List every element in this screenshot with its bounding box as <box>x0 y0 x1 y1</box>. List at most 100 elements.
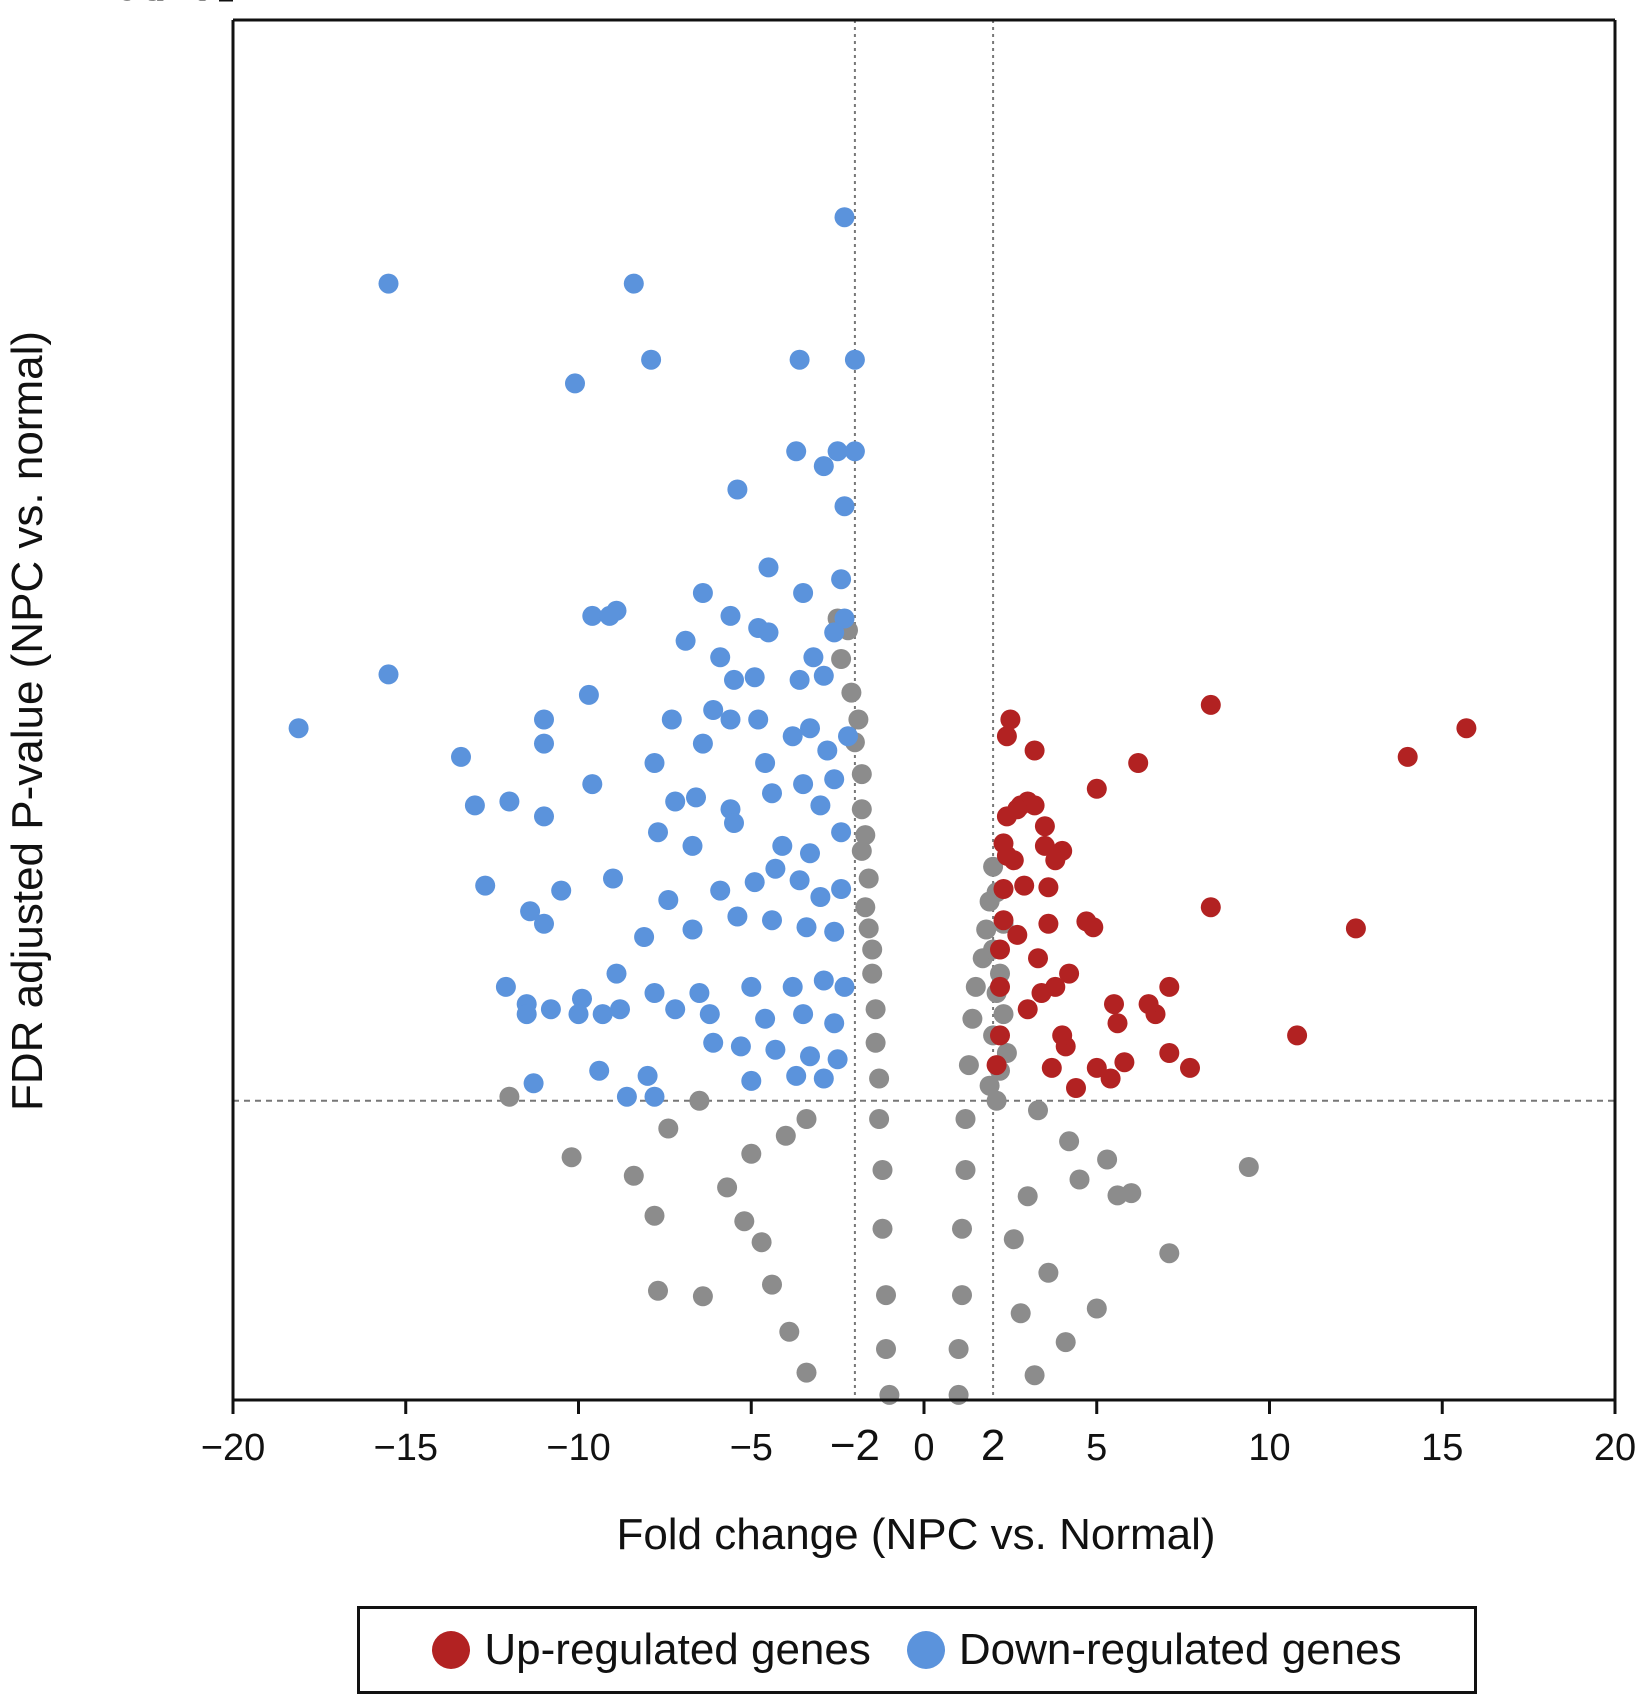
data-point <box>1028 948 1048 969</box>
series-ns <box>499 608 1259 1405</box>
data-point <box>616 1086 637 1107</box>
data-point <box>834 207 855 228</box>
data-point <box>475 875 496 896</box>
data-point <box>534 913 554 934</box>
data-point <box>793 583 814 603</box>
data-point <box>983 856 1004 877</box>
data-point <box>813 456 834 477</box>
data-point <box>1114 1052 1135 1073</box>
x-axis-title: Fold change (NPC vs. Normal) <box>616 1510 1215 1559</box>
data-point <box>1059 963 1080 984</box>
data-point <box>1456 718 1477 739</box>
data-point <box>831 649 852 669</box>
data-point <box>800 1046 820 1067</box>
data-point <box>1066 1078 1086 1098</box>
data-point <box>378 273 399 294</box>
data-point <box>464 795 485 816</box>
data-point <box>540 999 561 1020</box>
data-point <box>1059 1131 1080 1152</box>
data-point <box>658 890 679 910</box>
data-point <box>817 740 838 761</box>
data-point <box>606 963 627 984</box>
data-point <box>551 880 572 901</box>
data-point <box>789 349 810 370</box>
data-point <box>1128 753 1149 773</box>
data-point <box>1287 1025 1308 1046</box>
data-point <box>1138 994 1159 1015</box>
data-point <box>1159 1043 1180 1063</box>
data-point <box>786 1065 807 1086</box>
data-point <box>876 1285 896 1306</box>
data-point <box>561 1147 582 1168</box>
data-point <box>623 273 644 294</box>
data-point <box>879 1384 900 1405</box>
data-point <box>841 682 862 703</box>
legend-swatch-down <box>906 1631 945 1669</box>
data-point <box>634 927 655 947</box>
data-point <box>955 1109 976 1129</box>
data-point <box>727 906 748 927</box>
data-point <box>855 897 876 918</box>
data-point <box>765 858 786 879</box>
data-point <box>990 1025 1010 1046</box>
data-point <box>1159 976 1180 997</box>
data-point <box>720 605 741 626</box>
data-point <box>658 1118 679 1139</box>
data-point <box>765 1039 786 1060</box>
data-point <box>1180 1057 1200 1078</box>
data-point <box>1024 740 1045 761</box>
series-up <box>986 694 1477 1098</box>
data-point <box>1007 924 1028 945</box>
data-point <box>834 496 855 517</box>
data-point <box>865 1032 886 1053</box>
legend-label-up: Up-regulated genes <box>484 1625 871 1674</box>
data-point <box>813 1068 834 1089</box>
data-point <box>1014 875 1035 896</box>
data-point <box>603 868 623 889</box>
data-point <box>782 976 803 997</box>
chart-legend: Up-regulated genes Down-regulated genes <box>357 1606 1477 1694</box>
data-point <box>872 1160 893 1180</box>
data-point <box>952 1218 972 1239</box>
data-point <box>623 1165 644 1186</box>
data-point <box>741 976 762 997</box>
data-point <box>720 709 741 730</box>
x-tick-label: 5 <box>1086 1427 1107 1469</box>
data-point <box>648 1280 668 1301</box>
data-point <box>1086 778 1107 799</box>
x-tick-label: −2 <box>830 1421 880 1470</box>
data-point <box>869 1068 890 1089</box>
data-point <box>793 774 814 795</box>
data-point <box>1024 1365 1045 1386</box>
data-point <box>862 939 883 960</box>
data-point <box>796 1362 817 1383</box>
data-point <box>1034 835 1055 856</box>
data-point <box>288 718 309 739</box>
data-point <box>851 764 872 785</box>
data-point <box>796 1109 817 1129</box>
data-point <box>744 872 765 893</box>
data-point <box>986 1090 1007 1111</box>
data-point <box>682 835 703 856</box>
data-point <box>755 1008 776 1029</box>
data-point <box>741 1070 762 1091</box>
data-point <box>1086 1298 1107 1319</box>
y-tick-label: 1e–5 <box>128 0 213 9</box>
data-point <box>996 806 1017 827</box>
data-point <box>851 840 872 861</box>
data-point <box>1159 1243 1180 1264</box>
y-tick-label: 1e–3 <box>128 0 213 9</box>
data-point <box>844 441 865 462</box>
data-point <box>993 910 1014 931</box>
data-point <box>948 1339 969 1359</box>
data-point <box>800 843 820 864</box>
data-point <box>762 1274 782 1295</box>
data-point <box>993 833 1014 854</box>
data-point <box>789 870 810 891</box>
data-point <box>610 999 630 1020</box>
data-point <box>1200 694 1221 715</box>
data-point <box>858 918 879 939</box>
data-point <box>578 684 599 705</box>
data-point <box>534 806 554 827</box>
data-point <box>990 939 1010 960</box>
